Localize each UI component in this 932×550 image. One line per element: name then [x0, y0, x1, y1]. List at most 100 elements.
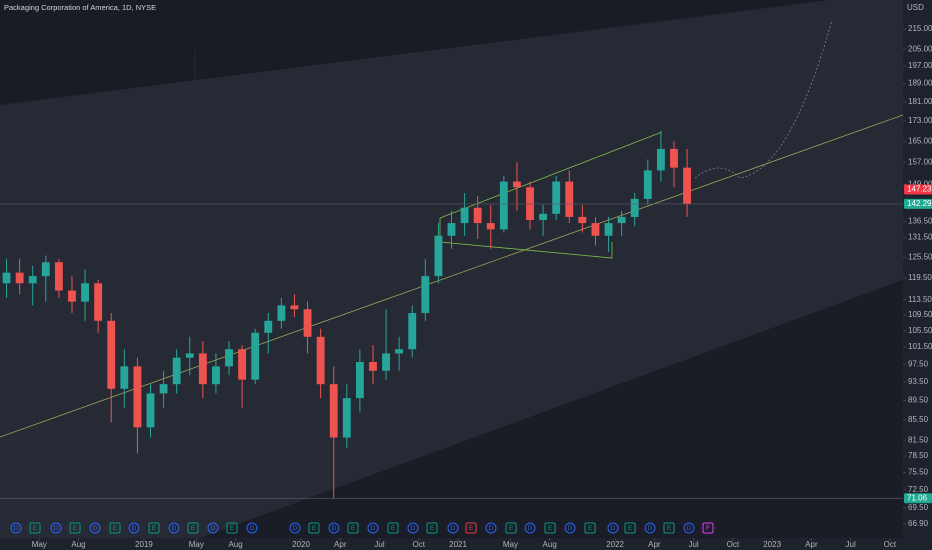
event-icon	[10, 522, 22, 534]
price-label: 142.29	[907, 199, 932, 208]
x-tick-label: 2022	[606, 540, 624, 549]
y-tick-label: 119.50	[908, 273, 932, 282]
event-label: E	[230, 525, 235, 532]
y-tick-label: 215.00	[908, 24, 932, 33]
channel	[0, 0, 903, 538]
candle-body	[238, 349, 247, 380]
candle-body	[277, 305, 286, 321]
candle-body	[54, 262, 63, 291]
candle-body	[185, 353, 194, 358]
event-icon	[564, 522, 576, 534]
x-tick-label: Oct	[413, 540, 426, 549]
candle-body	[382, 353, 390, 371]
x-tick-label: Aug	[71, 540, 85, 549]
price-label-box	[904, 198, 932, 209]
candle-body	[499, 181, 508, 230]
event-icon	[447, 522, 459, 534]
y-tick-label: 173.00	[908, 116, 932, 125]
x-tick-label: 2023	[763, 540, 781, 549]
event-label: E	[667, 525, 672, 532]
x-tick-label: Jul	[846, 540, 856, 549]
y-tick-label: 72.50	[908, 485, 929, 494]
event-label: D	[14, 525, 19, 532]
event-label: E	[312, 525, 317, 532]
candle-body	[28, 276, 37, 284]
y-tick-label: 125.50	[908, 252, 932, 261]
candle-body	[552, 181, 561, 214]
wedge-line	[439, 218, 613, 259]
event-label: E	[391, 525, 396, 532]
y-tick-label: 101.50	[908, 342, 932, 351]
event-label: D	[371, 525, 376, 532]
event-icon	[663, 522, 675, 534]
candle-body	[369, 361, 377, 371]
event-label: E	[430, 525, 435, 532]
x-tick-label: Apr	[334, 540, 347, 549]
x-tick-label: May	[189, 540, 204, 549]
candle-body	[107, 320, 116, 389]
candle-body	[94, 283, 103, 321]
candle-body	[656, 148, 665, 171]
y-tick-label: 189.00	[908, 79, 932, 88]
event-label: E	[73, 525, 78, 532]
candle-body	[565, 181, 574, 217]
candle-body	[81, 283, 89, 302]
price-label-box	[904, 184, 932, 195]
candle-body	[408, 313, 417, 350]
event-label: E	[469, 525, 474, 532]
x-tick-label: 2020	[292, 540, 310, 549]
candle-body	[264, 320, 273, 333]
price-label-box	[904, 493, 932, 504]
event-icon	[328, 522, 340, 534]
price-label: 71.06	[907, 493, 928, 502]
candle-body	[395, 349, 404, 354]
candle-body	[670, 148, 678, 168]
event-icon	[69, 522, 81, 534]
projection	[694, 19, 833, 179]
event-label: E	[152, 525, 157, 532]
event-label: E	[588, 525, 593, 532]
event-icon	[148, 522, 160, 534]
event-icon	[367, 522, 379, 534]
event-label: D	[648, 525, 653, 532]
candle-body	[316, 336, 325, 385]
event-label: D	[611, 525, 616, 532]
candle-body	[198, 353, 207, 385]
event-icon	[289, 522, 301, 534]
y-tick-label: 165.00	[908, 136, 932, 145]
candle-body	[15, 272, 24, 284]
event-icon	[683, 522, 695, 534]
candle-body	[290, 305, 299, 310]
candle-body	[355, 361, 364, 399]
x-tick-label: 2019	[135, 540, 153, 549]
event-icon	[607, 522, 619, 534]
y-tick-label: 97.50	[908, 359, 929, 368]
event-icon	[207, 522, 219, 534]
event-icon	[387, 522, 399, 534]
event-icon	[485, 522, 497, 534]
y-tick-label: 75.50	[908, 468, 929, 477]
event-icon	[407, 522, 419, 534]
candle-body	[421, 276, 430, 314]
event-icon	[544, 522, 556, 534]
channel-outside-bottom	[200, 280, 903, 538]
candle-body	[146, 393, 155, 428]
price-axis	[903, 0, 932, 550]
candle-body	[683, 167, 691, 204]
x-tick-label: Jul	[374, 540, 384, 549]
x-tick-label: May	[503, 540, 518, 549]
y-tick-label: 69.50	[908, 503, 929, 512]
candle-body	[159, 384, 168, 394]
event-label: E	[509, 525, 514, 532]
event-label: E	[33, 525, 38, 532]
candle-body	[513, 181, 521, 188]
x-tick-label: Oct	[884, 540, 897, 549]
event-label: E	[351, 525, 356, 532]
candle-body	[172, 357, 181, 385]
event-icon	[465, 522, 477, 534]
candle-body	[643, 170, 652, 199]
x-tick-label: Jul	[688, 540, 698, 549]
event-icon	[168, 522, 180, 534]
candle-body	[120, 366, 129, 389]
candle-body	[133, 366, 142, 428]
